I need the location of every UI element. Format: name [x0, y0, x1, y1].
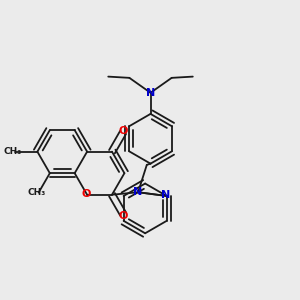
- Text: CH₃: CH₃: [28, 188, 46, 197]
- Text: O: O: [118, 211, 128, 221]
- Text: O: O: [82, 189, 91, 199]
- Text: N: N: [134, 187, 143, 197]
- Text: O: O: [118, 126, 128, 136]
- Text: CH₃: CH₃: [3, 147, 22, 156]
- Text: N: N: [161, 190, 170, 200]
- Text: N: N: [146, 88, 155, 98]
